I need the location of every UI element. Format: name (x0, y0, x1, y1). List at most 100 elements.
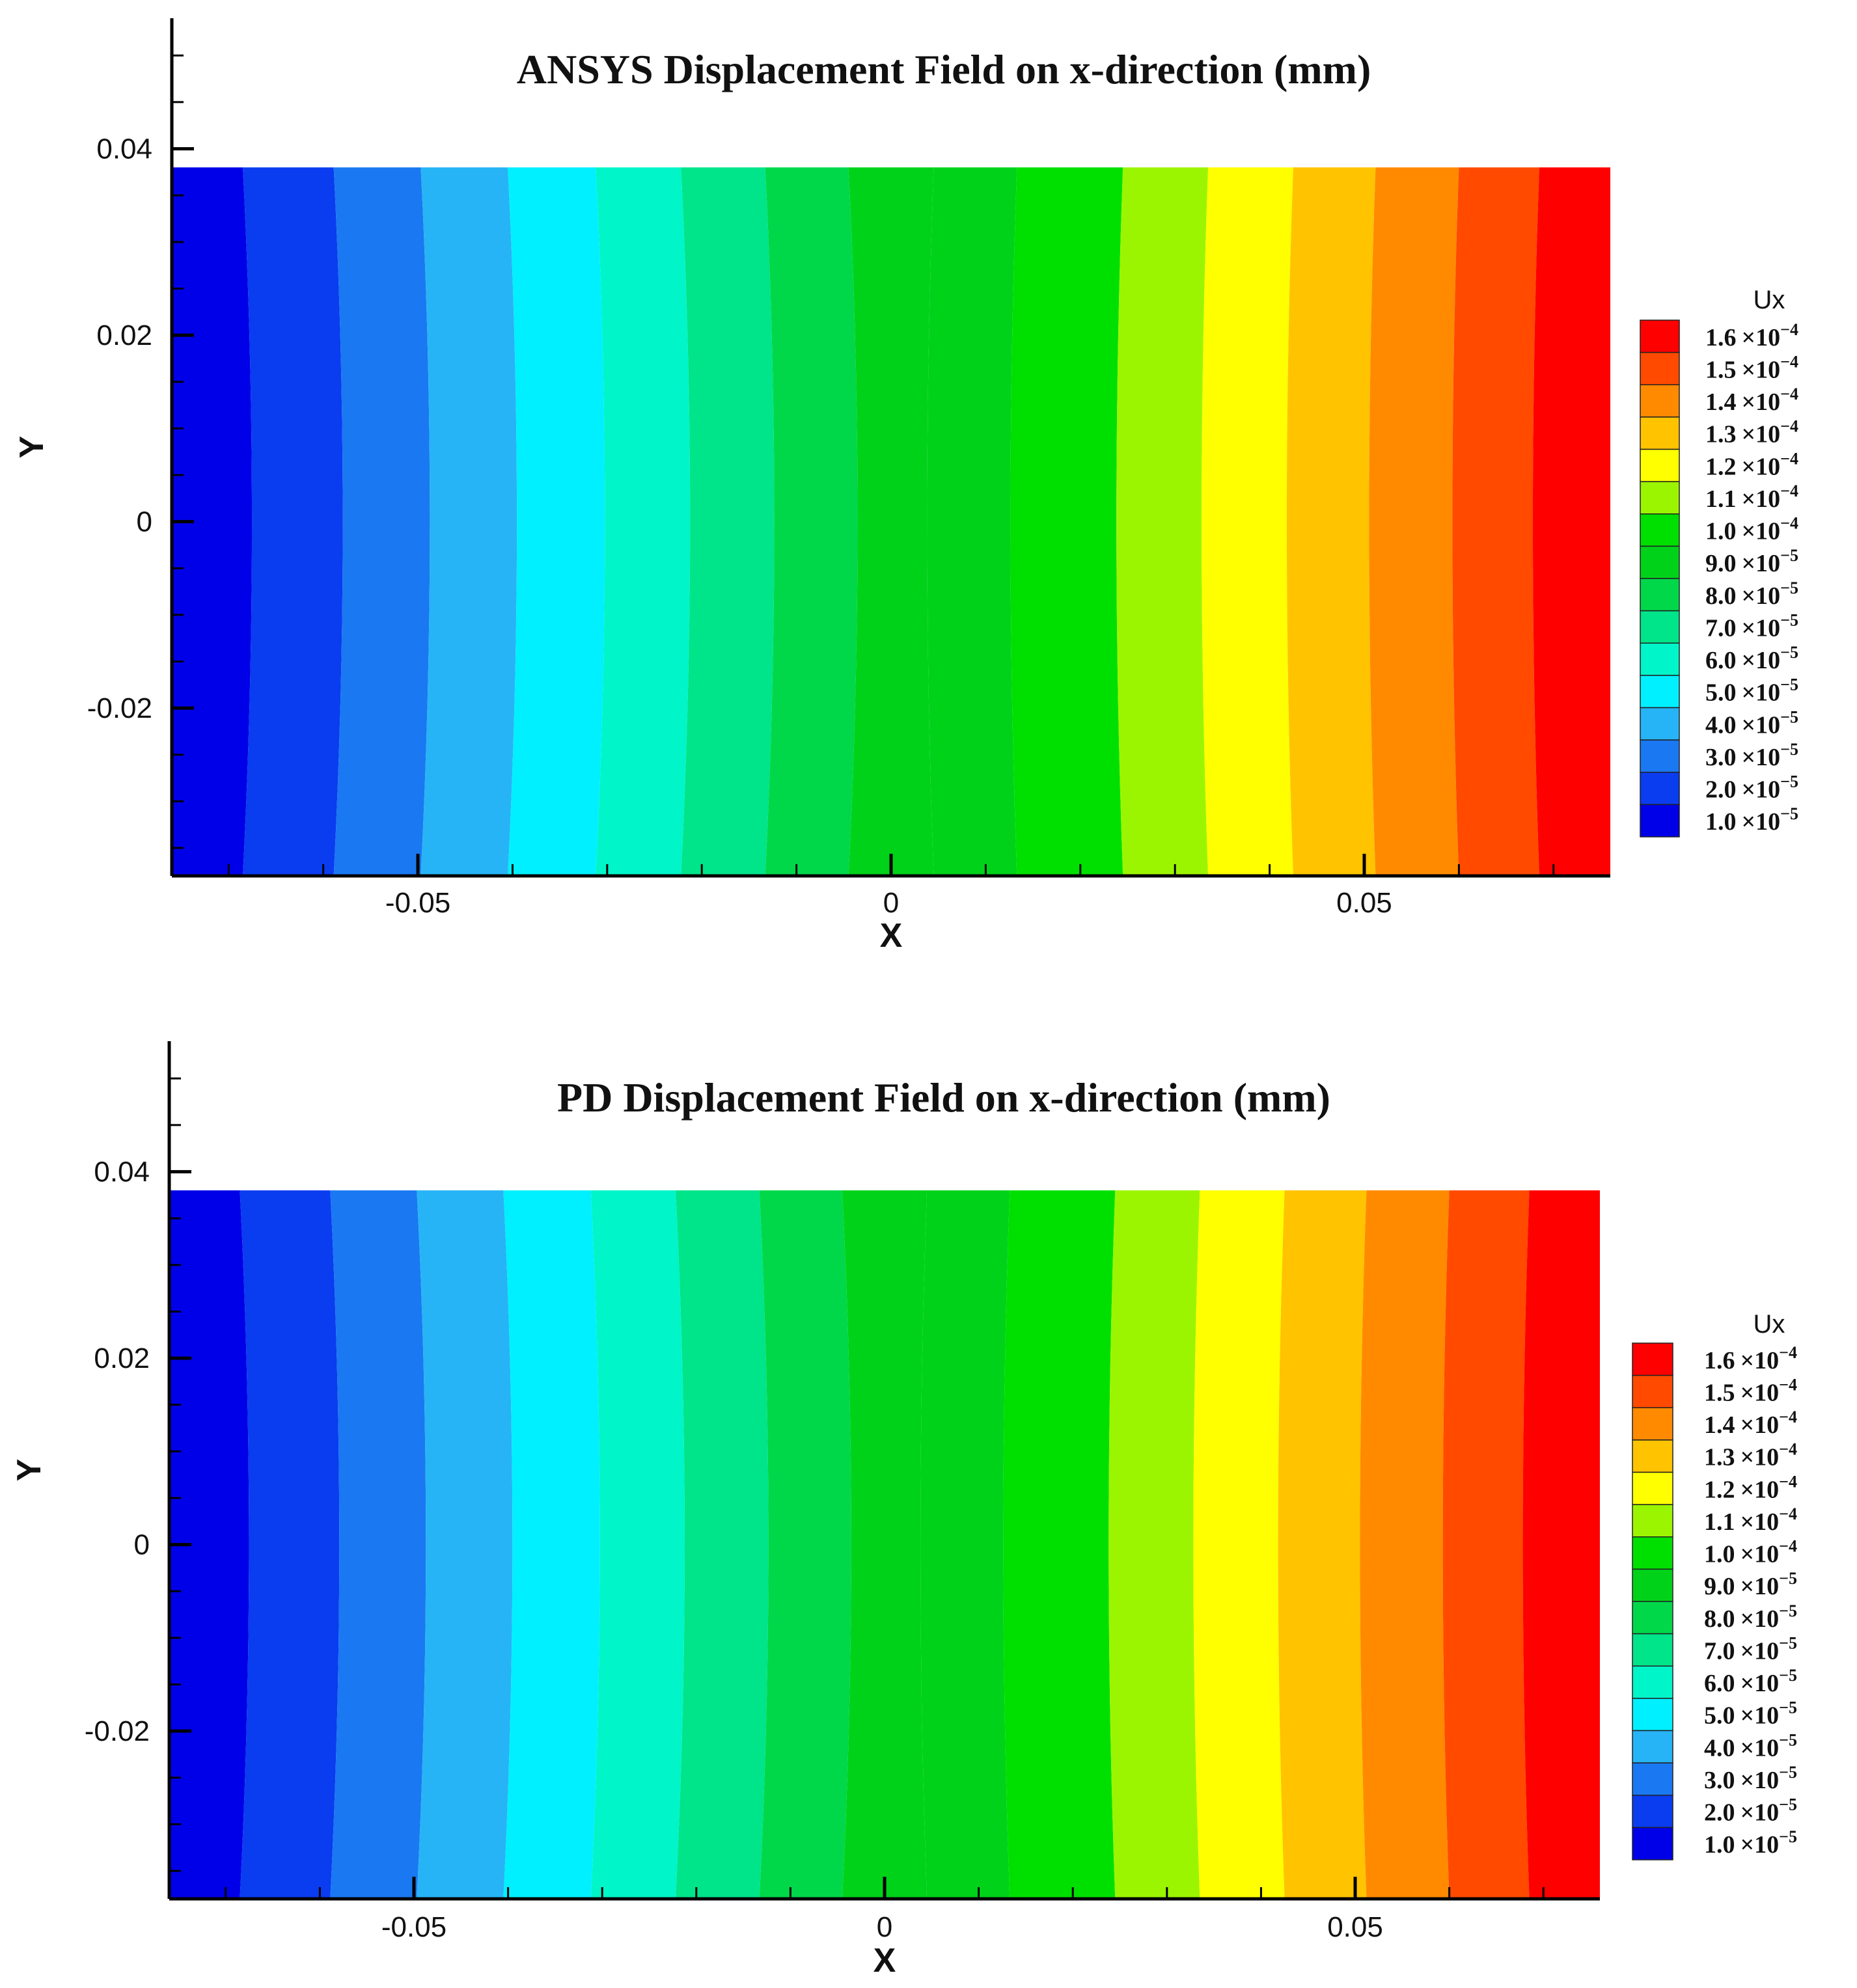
legend-times: ×10 (1740, 1573, 1780, 1600)
legend-title: Ux (1754, 1310, 1785, 1339)
legend-mantissa: 1.2 (1704, 1476, 1735, 1503)
legend-exponent: −4 (1780, 514, 1798, 533)
legend-label: 1.0 ×10−5 (1704, 1827, 1797, 1859)
legend-swatch (1632, 1698, 1673, 1732)
y-axis-label: Y (13, 436, 51, 459)
contour-band (1193, 1190, 1285, 1899)
legend-times: ×10 (1742, 776, 1781, 804)
legend-swatch (1640, 707, 1680, 741)
legend-exponent: −5 (1779, 1666, 1797, 1685)
legend-swatch (1640, 384, 1680, 418)
legend-exponent: −5 (1780, 610, 1798, 629)
contour-band (765, 167, 858, 876)
legend-exponent: −5 (1780, 579, 1798, 597)
legend-label: 9.0 ×10−5 (1704, 1569, 1797, 1600)
legend-label: 9.0 ×10−5 (1705, 546, 1798, 577)
legend-times: ×10 (1740, 1444, 1780, 1471)
legend-exponent: −5 (1779, 1730, 1797, 1749)
contour-band (1452, 167, 1539, 876)
legend-label: 1.1 ×10−4 (1705, 482, 1798, 513)
y-tick-label: 0.04 (94, 1156, 150, 1188)
legend-swatch (1640, 320, 1680, 353)
legend-label: 1.1 ×10−4 (1704, 1505, 1797, 1536)
legend-exponent: −5 (1780, 546, 1798, 565)
contour-band (681, 167, 775, 876)
contour-band (417, 1190, 513, 1899)
y-axis-label: Y (10, 1459, 48, 1482)
contour-band (1522, 1190, 1600, 1899)
legend-swatch (1632, 1633, 1673, 1667)
legend-times: ×10 (1740, 1379, 1780, 1406)
legend-swatch (1640, 804, 1680, 837)
contour-band (759, 1190, 851, 1899)
legend-times: ×10 (1740, 1637, 1780, 1665)
legend-mantissa: 3.0 (1704, 1767, 1735, 1794)
x-tick-label: 0 (883, 887, 899, 919)
legend-label: 2.0 ×10−5 (1705, 772, 1798, 804)
legend-times: ×10 (1742, 356, 1781, 383)
legend-swatch (1632, 1730, 1673, 1763)
legend-mantissa: 1.5 (1704, 1379, 1735, 1406)
y-tick-label: 0.02 (94, 1342, 150, 1374)
y-tick-label: -0.02 (85, 1715, 150, 1747)
legend-swatch (1632, 1536, 1673, 1570)
legend-exponent: −5 (1779, 1569, 1797, 1588)
legend-mantissa: 1.0 (1704, 1541, 1735, 1568)
legend-mantissa: 5.0 (1705, 679, 1737, 707)
legend-times: ×10 (1740, 1541, 1780, 1568)
legend-label: 5.0 ×10−5 (1704, 1698, 1797, 1730)
legend-swatch (1632, 1568, 1673, 1602)
legend-exponent: −5 (1780, 643, 1798, 662)
legend-mantissa: 6.0 (1705, 647, 1737, 674)
legend-exponent: −4 (1779, 1472, 1797, 1491)
contour-band (1003, 1190, 1116, 1899)
legend-exponent: −5 (1779, 1827, 1797, 1846)
legend-times: ×10 (1742, 388, 1781, 416)
legend-mantissa: 7.0 (1705, 614, 1737, 642)
legend-label: 1.3 ×10−4 (1704, 1440, 1797, 1471)
legend-label: 3.0 ×10−5 (1704, 1763, 1797, 1794)
contour-band (169, 1190, 249, 1899)
legend-swatch (1632, 1504, 1673, 1538)
legend-exponent: −4 (1780, 320, 1798, 339)
legend-label: 1.0 ×10−5 (1705, 804, 1798, 836)
legend-times: ×10 (1740, 1799, 1780, 1827)
legend-exponent: −5 (1780, 707, 1798, 726)
legend-mantissa: 1.0 (1705, 808, 1737, 836)
legend-mantissa: 7.0 (1704, 1637, 1735, 1665)
legend-label: 2.0 ×10−5 (1704, 1795, 1797, 1827)
contour-band (1116, 167, 1209, 876)
legend-mantissa: 1.0 (1705, 518, 1737, 545)
contour-band (1202, 167, 1293, 876)
legend-mantissa: 8.0 (1705, 582, 1737, 610)
legend-swatch (1640, 739, 1680, 773)
legend-exponent: −4 (1780, 417, 1798, 436)
legend-times: ×10 (1740, 1476, 1780, 1503)
contour-band (172, 167, 253, 876)
ansys-plot-panel: -0.02 0 0.02 0.04 -0.05 0 0.05 ANSYS Displaceme… (13, 18, 1798, 955)
legend-mantissa: 1.4 (1705, 388, 1737, 416)
legend-label: 1.0 ×10−4 (1704, 1537, 1797, 1568)
legend-mantissa: 1.6 (1704, 1347, 1735, 1374)
legend-times: ×10 (1740, 1670, 1780, 1697)
contour-band (503, 1190, 600, 1899)
legend-times: ×10 (1740, 1734, 1780, 1762)
legend-times: ×10 (1740, 1605, 1780, 1633)
legend-label: 7.0 ×10−5 (1704, 1633, 1797, 1665)
legend-title: Ux (1754, 286, 1785, 314)
y-tick-label: 0.04 (96, 133, 152, 165)
x-tick-label: 0.05 (1336, 887, 1392, 919)
legend-exponent: −5 (1780, 675, 1798, 694)
legend-times: ×10 (1742, 679, 1781, 707)
legend-times: ×10 (1742, 614, 1781, 642)
legend-mantissa: 1.2 (1705, 453, 1737, 480)
legend-exponent: −4 (1780, 352, 1798, 371)
legend-times: ×10 (1740, 1508, 1780, 1536)
chart-title: PD Displacement Field on x-direction (mm… (557, 1074, 1330, 1121)
contour-band (1108, 1190, 1200, 1899)
contour-band (596, 167, 691, 876)
legend-exponent: −5 (1780, 740, 1798, 759)
legend-mantissa: 1.4 (1704, 1411, 1735, 1439)
y-tick-label: 0.02 (96, 320, 152, 351)
legend-exponent: −5 (1779, 1698, 1797, 1717)
